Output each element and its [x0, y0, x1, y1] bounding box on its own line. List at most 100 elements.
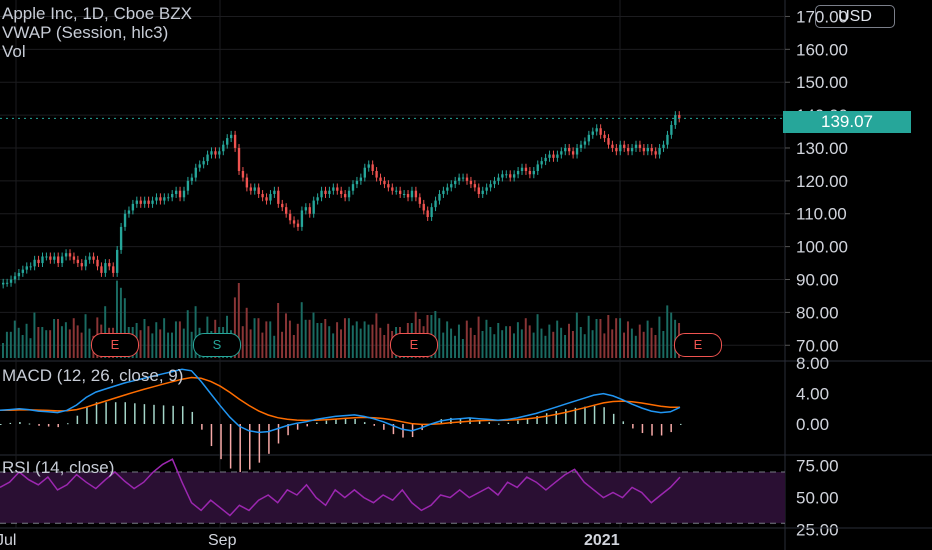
candle-body — [642, 147, 646, 152]
candle-body — [568, 147, 571, 152]
candle-body — [300, 210, 304, 227]
macd-histogram-bar — [162, 405, 165, 424]
candle-body — [544, 157, 547, 162]
candle-body — [564, 147, 567, 152]
candle-body — [497, 177, 500, 181]
candle-body — [57, 256, 60, 264]
candle-body — [5, 282, 9, 284]
macd-histogram-bar — [210, 424, 213, 447]
volume-bar — [300, 302, 303, 358]
candle-body — [406, 194, 410, 198]
macd-histogram-bar — [536, 415, 538, 424]
volume-bar — [379, 327, 382, 358]
volume-bar — [552, 331, 555, 358]
volume-bar — [143, 319, 146, 358]
macd-histogram-bar — [545, 413, 548, 424]
volume-bar — [611, 329, 614, 358]
candle-body — [571, 151, 575, 155]
volume-bar — [2, 343, 4, 358]
candle-body — [540, 161, 543, 165]
symbol-title[interactable]: Apple Inc, 1D, Cboe BZX — [2, 4, 192, 23]
volume-bar — [615, 318, 618, 358]
candle-body — [678, 115, 681, 119]
vol-indicator-label[interactable]: Vol — [2, 42, 26, 61]
volume-bar — [123, 298, 126, 358]
macd-indicator-label[interactable]: MACD (12, 26, close, 9) — [2, 366, 184, 385]
candle-body — [595, 128, 598, 132]
event-badge-s[interactable]: S — [193, 333, 241, 357]
candle-body — [532, 170, 535, 175]
candle-body — [524, 167, 528, 171]
macd-line — [0, 368, 681, 434]
candle-body — [241, 170, 245, 178]
volume-bar — [638, 324, 641, 358]
volume-bar — [473, 335, 476, 358]
candle-body — [68, 253, 72, 257]
volume-bar — [285, 313, 287, 358]
volume-bar — [13, 320, 16, 358]
candle-body — [72, 256, 76, 260]
candle-body — [410, 190, 414, 198]
event-badge-e[interactable]: E — [91, 333, 139, 357]
candle-body — [178, 190, 182, 198]
macd-histogram-bar — [574, 407, 577, 424]
volume-bar — [288, 320, 291, 358]
candle-body — [603, 134, 606, 139]
volume-bar — [178, 321, 181, 358]
currency-button[interactable]: USD — [815, 5, 895, 28]
volume-bar — [17, 327, 20, 358]
event-badge-e[interactable]: E — [674, 333, 722, 357]
candle-body — [505, 174, 508, 176]
macd-histogram-bar — [488, 422, 490, 424]
vwap-indicator-label[interactable]: VWAP (Session, hlc3) — [2, 23, 169, 42]
candle-body — [2, 282, 5, 285]
volume-bar — [528, 325, 531, 358]
macd-histogram-bar — [220, 424, 222, 460]
volume-bar — [343, 318, 346, 358]
candle-body — [202, 161, 205, 165]
rsi-indicator-label[interactable]: RSI (14, close) — [2, 458, 115, 477]
macd-histogram-bar — [335, 419, 337, 424]
candle-body — [457, 177, 461, 181]
volume-bar — [336, 322, 339, 358]
volume-bar — [501, 330, 504, 358]
volume-bar — [363, 321, 366, 358]
candle-body — [512, 174, 516, 178]
candle-body — [123, 213, 127, 227]
candle-body — [465, 177, 469, 181]
volume-bar — [25, 323, 28, 358]
candle-body — [646, 147, 649, 152]
candle-body — [186, 180, 190, 191]
volume-bar — [548, 324, 551, 358]
candle-body — [662, 144, 665, 148]
volume-bar — [257, 318, 260, 358]
volume-bar — [383, 335, 386, 358]
volume-bar — [312, 312, 315, 358]
volume-bar — [41, 327, 44, 358]
volume-bar — [340, 329, 342, 358]
volume-bar — [194, 306, 197, 358]
volume-bar — [509, 326, 512, 358]
volume-bar — [457, 324, 460, 358]
volume-bar — [670, 312, 673, 358]
volume-bar — [273, 335, 276, 358]
macd-histogram-bar — [9, 422, 12, 424]
macd-histogram-bar — [181, 406, 184, 424]
macd-tick-label: 8.00 — [796, 354, 829, 373]
macd-histogram-bar — [325, 420, 328, 424]
volume-bar — [512, 333, 515, 358]
rsi-tick-label: 25.00 — [796, 521, 839, 540]
macd-histogram-bar — [268, 424, 270, 454]
last-price-tag: 139.07 — [783, 111, 911, 133]
macd-histogram-bar — [105, 402, 107, 424]
volume-bar — [493, 334, 496, 358]
candle-body — [206, 154, 209, 162]
volume-bar — [53, 319, 56, 358]
candle-body — [391, 187, 394, 191]
volume-bar — [5, 331, 8, 358]
macd-histogram-bar — [172, 405, 174, 424]
event-badge-e[interactable]: E — [390, 333, 438, 357]
macd-histogram-bar — [124, 402, 127, 424]
candle-body — [477, 187, 480, 195]
